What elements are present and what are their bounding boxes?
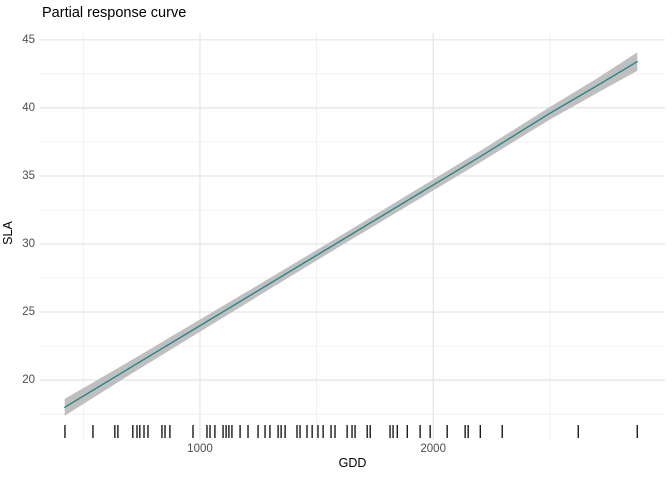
y-tick-label: 25 <box>22 306 35 318</box>
y-tick-label: 20 <box>22 374 35 386</box>
y-tick-label: 45 <box>22 34 35 46</box>
y-tick-label: 40 <box>22 102 35 114</box>
response-line <box>64 60 638 408</box>
y-tick-label: 35 <box>22 170 35 182</box>
x-tick-label: 2000 <box>420 443 446 455</box>
x-axis-title: GDD <box>338 456 367 470</box>
y-axis-title: SLA <box>1 221 15 245</box>
x-tick-label: 1000 <box>187 443 213 455</box>
y-tick-label: 30 <box>22 238 35 250</box>
plot-title: Partial response curve <box>42 5 187 21</box>
